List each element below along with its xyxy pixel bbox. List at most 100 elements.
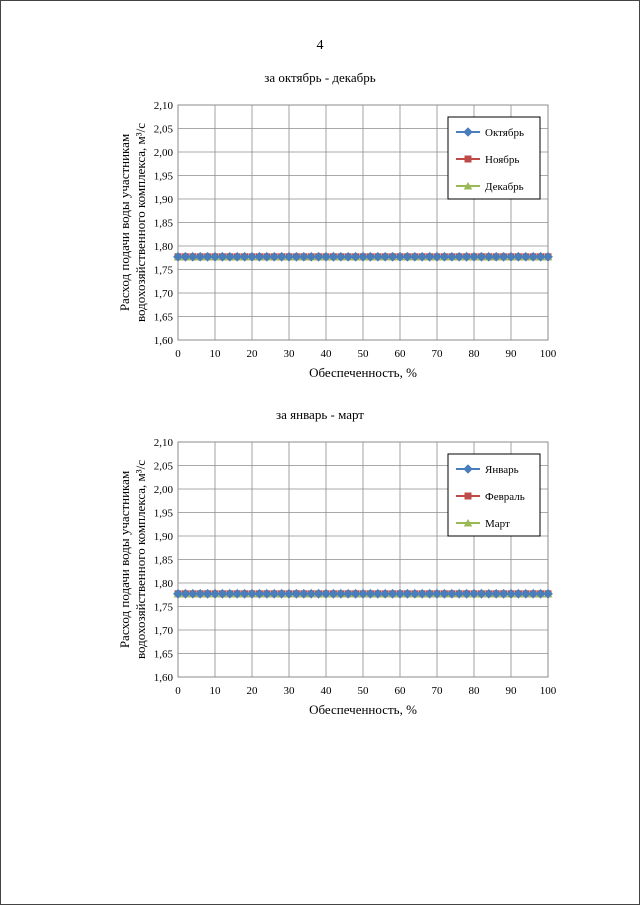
data-point <box>187 251 198 262</box>
y-tick-label: 1,90 <box>154 531 174 543</box>
x-tick-label: 70 <box>432 348 444 360</box>
data-point <box>372 251 383 262</box>
legend-marker <box>463 519 473 527</box>
x-tick-label: 90 <box>506 685 518 697</box>
data-point <box>535 588 546 599</box>
data-point <box>306 251 317 262</box>
data-point <box>306 588 317 599</box>
data-point <box>535 251 546 262</box>
x-tick-label: 60 <box>395 685 407 697</box>
y-tick-label: 2,05 <box>154 124 174 136</box>
data-point <box>284 588 294 599</box>
data-point <box>328 251 339 262</box>
x-tick-label: 30 <box>284 685 296 697</box>
data-point <box>195 588 206 599</box>
data-point <box>269 588 280 599</box>
data-point <box>358 588 368 599</box>
data-point <box>261 588 272 599</box>
data-point <box>483 251 494 262</box>
x-tick-label: 30 <box>284 348 296 360</box>
legend-label: Март <box>485 518 510 530</box>
y-tick-label: 1,95 <box>154 171 174 183</box>
data-point <box>350 251 361 262</box>
data-point <box>439 588 450 599</box>
data-point <box>313 251 324 262</box>
data-point <box>180 251 191 262</box>
data-point <box>335 588 346 599</box>
data-point <box>321 588 331 599</box>
data-point <box>247 588 257 599</box>
data-point <box>469 251 479 262</box>
data-point <box>476 251 487 262</box>
x-tick-label: 50 <box>358 348 370 360</box>
x-axis-title: Обеспеченность, % <box>309 365 417 380</box>
data-point <box>254 251 265 262</box>
legend: Октябрь Ноябрь Декабрь <box>447 116 541 200</box>
data-point <box>528 588 539 599</box>
data-point <box>506 588 516 599</box>
legend-label: Декабрь <box>485 181 524 193</box>
y-tick-label: 1,80 <box>154 241 174 253</box>
data-point <box>454 251 465 262</box>
data-point <box>409 588 420 599</box>
data-point <box>202 251 213 262</box>
data-point <box>276 251 287 262</box>
y-axis-title-line2: водохозяйственного комплекса, м³/с <box>133 460 148 659</box>
y-tick-label: 2,10 <box>154 100 174 112</box>
legend-marker <box>463 127 473 137</box>
y-tick-label: 1,95 <box>154 508 174 520</box>
y-tick-label: 1,80 <box>154 578 174 590</box>
legend-marker <box>463 464 473 474</box>
data-point <box>239 588 250 599</box>
y-axis-title-line2: водохозяйственного комплекса, м³/с <box>133 123 148 322</box>
x-tick-label: 80 <box>469 685 481 697</box>
data-point <box>491 588 502 599</box>
data-point <box>173 588 183 599</box>
x-tick-label: 10 <box>210 348 222 360</box>
legend-label: Январь <box>485 464 519 476</box>
x-tick-label: 40 <box>321 685 333 697</box>
data-point <box>232 251 243 262</box>
data-point <box>210 588 220 599</box>
legend-marker <box>464 492 472 500</box>
x-tick-label: 80 <box>469 348 481 360</box>
y-tick-label: 1,60 <box>154 335 174 347</box>
y-tick-label: 2,00 <box>154 484 174 496</box>
data-point <box>446 588 457 599</box>
chart-jan-mar: 0 10 20 30 40 50 60 70 80 90 100 1,60 1,65 1,70 1,75 1,… <box>117 437 557 717</box>
data-point <box>402 588 413 599</box>
data-point <box>424 251 435 262</box>
data-point <box>321 251 331 262</box>
data-point <box>498 251 509 262</box>
data-point <box>350 588 361 599</box>
data-point <box>513 588 524 599</box>
data-point <box>432 588 442 599</box>
data-point <box>513 251 524 262</box>
data-point <box>335 251 346 262</box>
data-point <box>202 588 213 599</box>
data-point <box>498 588 509 599</box>
x-tick-label: 0 <box>175 348 181 360</box>
data-point <box>365 251 376 262</box>
data-point <box>461 251 472 262</box>
data-point <box>224 588 235 599</box>
data-point <box>417 588 428 599</box>
data-point <box>469 588 479 599</box>
x-tick-label: 90 <box>506 348 518 360</box>
y-tick-label: 1,75 <box>154 265 174 277</box>
data-point <box>343 251 354 262</box>
y-axis-title: Расход подачи воды участникамводохозяйст… <box>117 460 148 659</box>
data-point <box>187 588 198 599</box>
data-point <box>180 588 191 599</box>
chart-title-jan-mar: за январь - март <box>275 407 364 422</box>
x-tick-label: 20 <box>247 685 259 697</box>
y-tick-label: 1,90 <box>154 194 174 206</box>
data-point <box>417 251 428 262</box>
data-point <box>402 251 413 262</box>
data-point <box>276 588 287 599</box>
data-point <box>520 251 531 262</box>
x-tick-label: 40 <box>321 348 333 360</box>
y-tick-label: 2,10 <box>154 437 174 449</box>
data-point <box>395 588 405 599</box>
y-axis-title-line1: Расход подачи воды участникам <box>117 134 132 311</box>
